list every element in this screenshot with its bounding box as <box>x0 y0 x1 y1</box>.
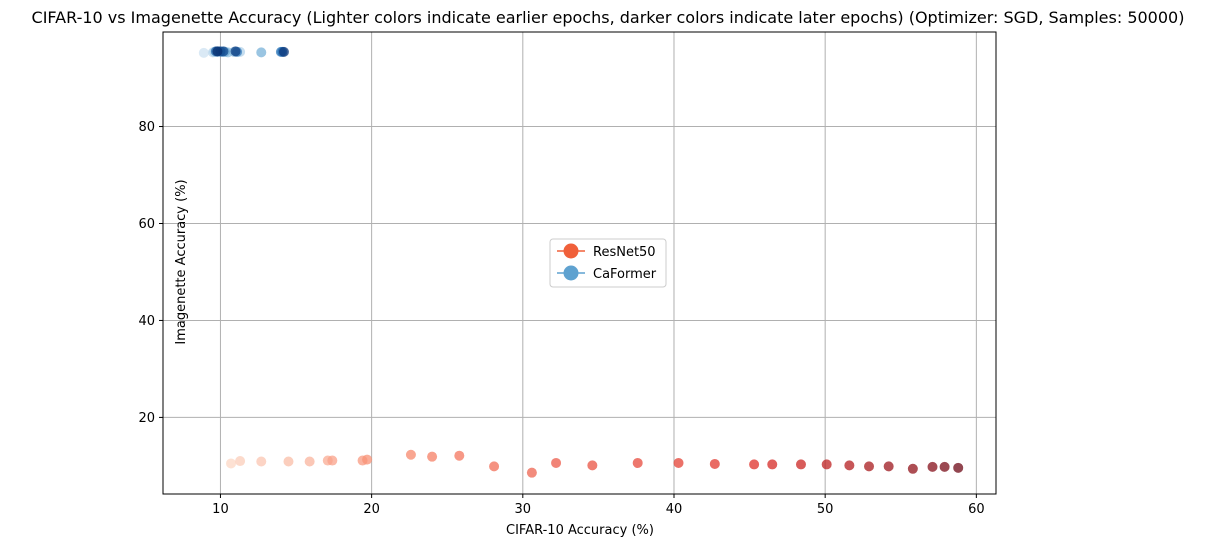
point-resnet50 <box>883 461 894 472</box>
x-tick-label: 60 <box>968 502 985 517</box>
legend-marker-resnet50 <box>563 243 579 259</box>
y-tick-label: 80 <box>138 120 155 135</box>
point-resnet50 <box>632 457 643 468</box>
point-resnet50 <box>454 450 465 461</box>
point-resnet50 <box>927 461 938 472</box>
point-resnet50 <box>283 456 294 467</box>
point-resnet50 <box>304 456 315 467</box>
x-tick-label: 30 <box>515 502 532 517</box>
point-resnet50 <box>767 459 778 470</box>
legend-label-caformer: CaFormer <box>593 267 657 282</box>
y-axis-label: Imagenette Accuracy (%) <box>174 179 189 344</box>
point-resnet50 <box>235 456 246 467</box>
point-resnet50 <box>551 457 562 468</box>
point-caformer <box>212 46 223 57</box>
point-resnet50 <box>226 458 237 469</box>
point-resnet50 <box>844 460 855 471</box>
point-resnet50 <box>587 460 598 471</box>
point-resnet50 <box>526 467 537 478</box>
legend: ResNet50 CaFormer <box>549 238 667 288</box>
point-resnet50 <box>795 459 806 470</box>
x-tick-label: 10 <box>212 502 229 517</box>
legend-label-resnet50: ResNet50 <box>593 245 656 260</box>
chart-title: CIFAR-10 vs Imagenette Accuracy (Lighter… <box>32 8 1185 27</box>
point-caformer <box>230 46 241 57</box>
y-tick-label: 20 <box>138 411 155 426</box>
point-resnet50 <box>427 451 438 462</box>
y-axis-ticks: 20 40 60 80 <box>138 120 163 426</box>
point-resnet50 <box>907 463 918 474</box>
point-resnet50 <box>489 461 500 472</box>
point-resnet50 <box>749 459 760 470</box>
point-caformer <box>256 47 267 58</box>
x-tick-label: 20 <box>363 502 380 517</box>
point-resnet50 <box>405 449 416 460</box>
y-tick-label: 60 <box>138 217 155 232</box>
point-caformer <box>278 46 289 57</box>
point-resnet50 <box>362 454 373 465</box>
point-resnet50 <box>327 455 338 466</box>
y-tick-label: 40 <box>138 314 155 329</box>
grid <box>163 32 996 494</box>
legend-marker-caformer <box>563 265 579 281</box>
x-tick-label: 50 <box>817 502 834 517</box>
point-resnet50 <box>821 459 832 470</box>
point-resnet50 <box>864 461 875 472</box>
x-axis-ticks: 10 20 30 40 50 60 <box>212 494 985 517</box>
plot-frame <box>162 31 997 495</box>
data-points <box>198 46 964 478</box>
point-resnet50 <box>673 457 684 468</box>
point-resnet50 <box>953 462 964 473</box>
point-resnet50 <box>256 456 267 467</box>
point-resnet50 <box>939 461 950 472</box>
point-resnet50 <box>709 458 720 469</box>
x-tick-label: 40 <box>666 502 683 517</box>
point-caformer <box>198 47 209 58</box>
x-axis-label: CIFAR-10 Accuracy (%) <box>506 523 654 538</box>
